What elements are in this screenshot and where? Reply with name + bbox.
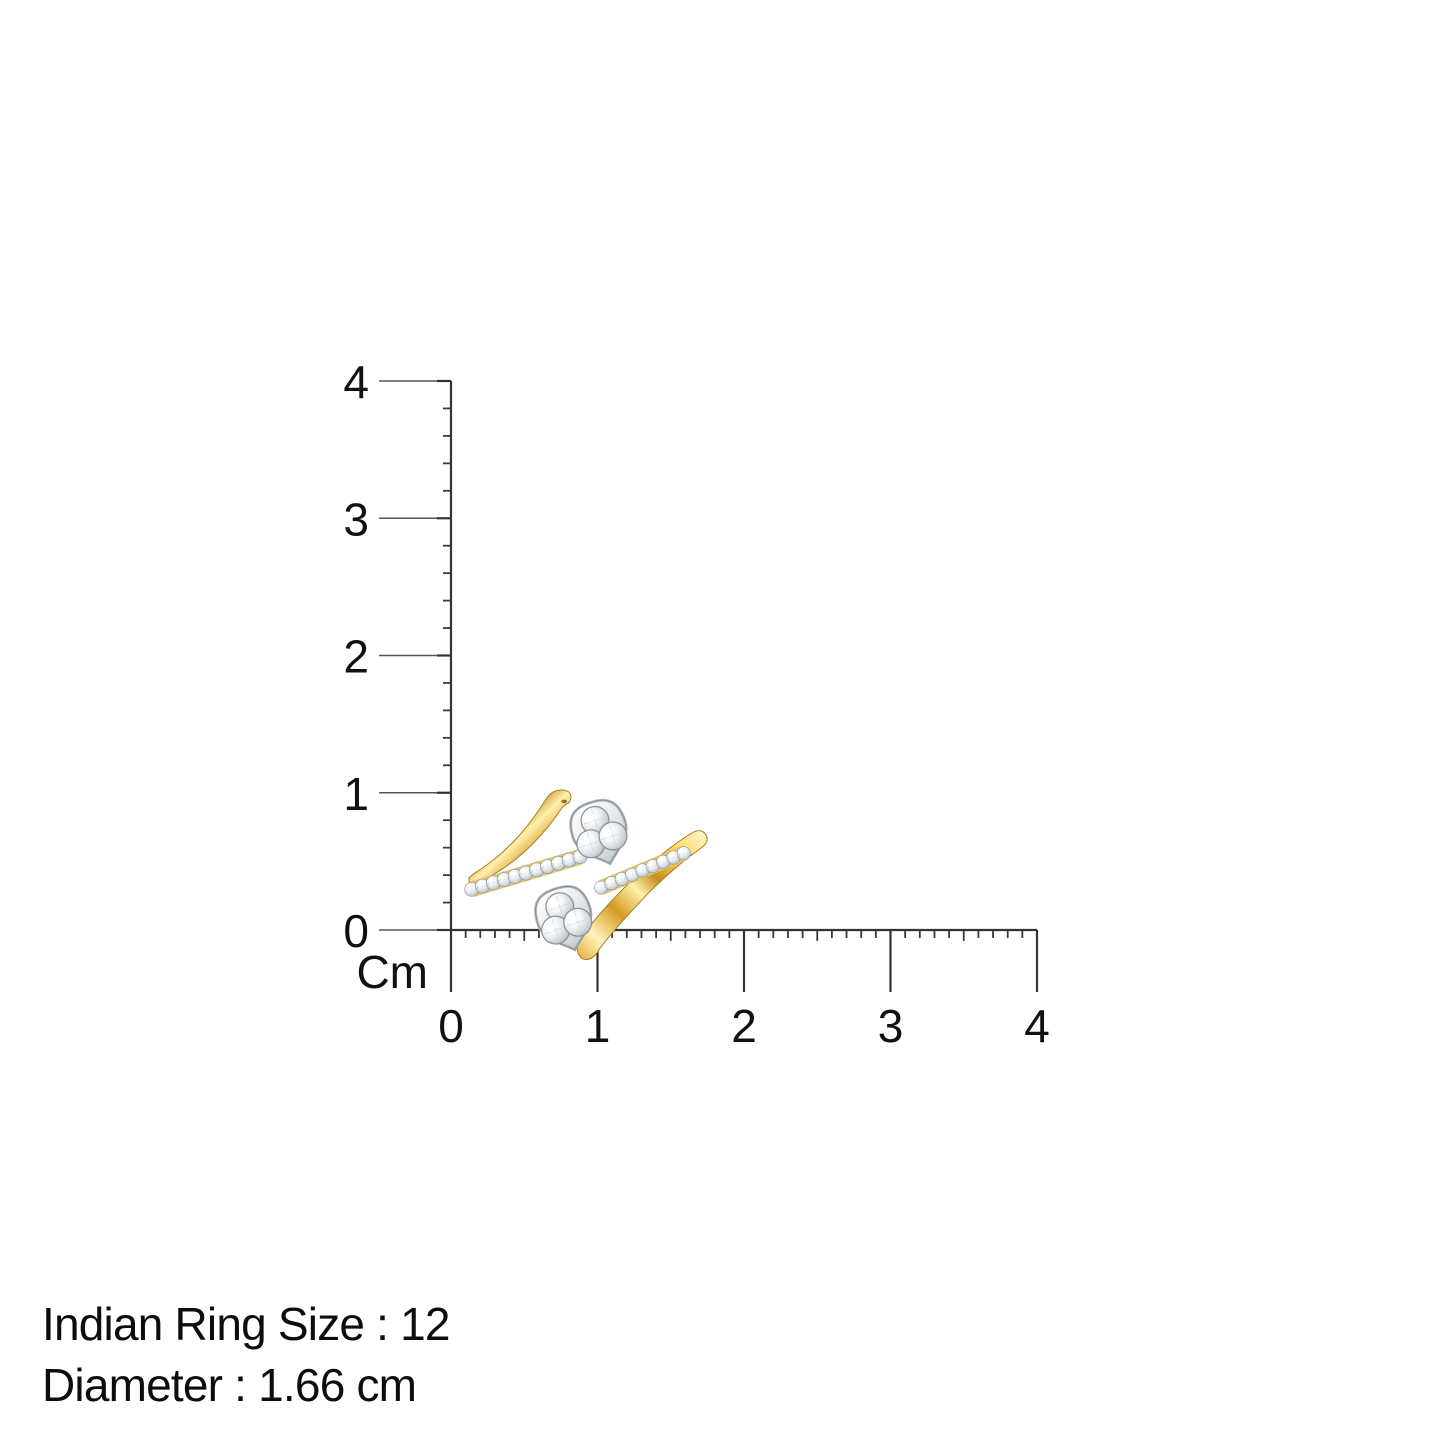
- svg-text:Cm: Cm: [356, 946, 428, 998]
- svg-text:4: 4: [343, 356, 369, 408]
- svg-text:4: 4: [1024, 1000, 1050, 1052]
- svg-text:2: 2: [731, 1000, 757, 1052]
- svg-text:3: 3: [343, 493, 369, 545]
- svg-text:1: 1: [343, 768, 369, 820]
- svg-text:3: 3: [878, 1000, 904, 1052]
- svg-text:1: 1: [585, 1000, 611, 1052]
- svg-text:0: 0: [438, 1000, 464, 1052]
- svg-text:2: 2: [343, 631, 369, 683]
